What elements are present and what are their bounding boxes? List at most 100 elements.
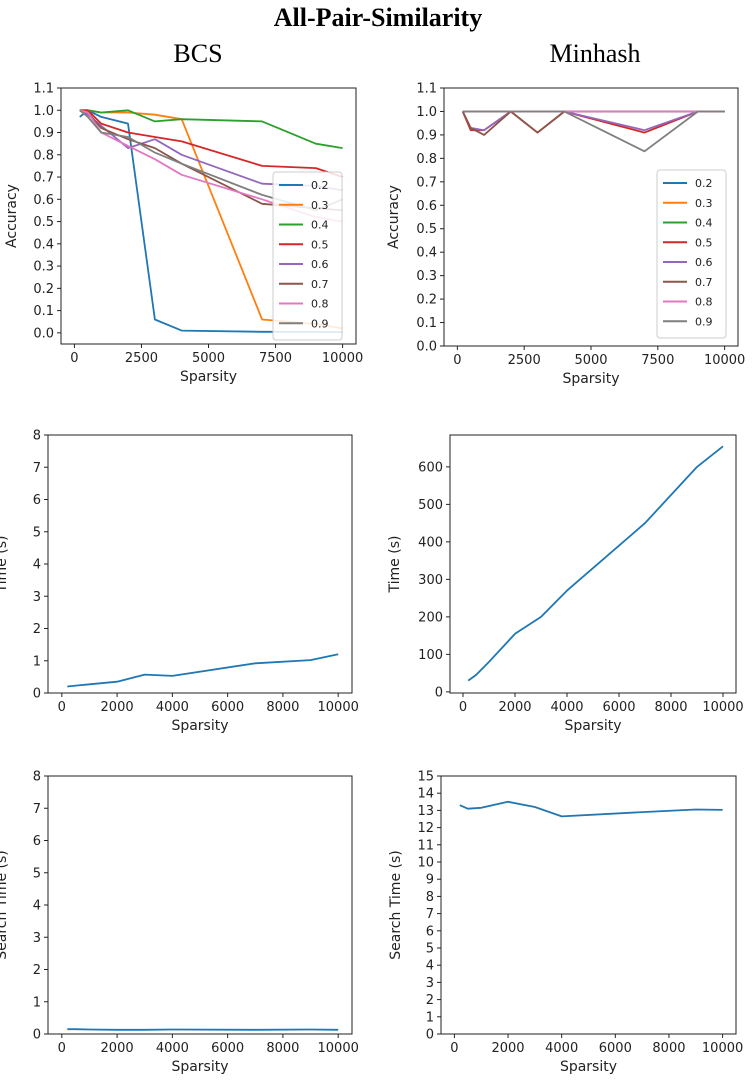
chart-bcs-accuracy: 0 2500 5000 7500 100000.00.10.20.30.40.50.60… [4, 82, 363, 386]
y-tick-label: 1 [33, 995, 41, 1010]
y-tick-label: 4 [33, 558, 41, 573]
x-tick-label: 2000 [498, 700, 531, 715]
y-tick-label: 0.3 [33, 260, 54, 275]
y-tick-label: 0 [33, 687, 41, 702]
y-tick-label: 0.7 [33, 171, 54, 186]
legend-label: 0.2 [311, 179, 329, 192]
legend-label: 0.8 [311, 298, 329, 311]
series-line-search-time [67, 1028, 339, 1031]
y-tick-label: 5 [426, 942, 434, 957]
y-tick-label: 0.6 [33, 193, 54, 208]
x-tick-label: 0 [459, 700, 467, 715]
x-tick-label: 2500 [508, 353, 541, 368]
x-tick-label: 7500 [641, 353, 674, 368]
chart-minhash-accuracy: 0 2500 5000 7500 100000.00.10.20.30.40.50.60… [386, 82, 745, 388]
x-tick-label: 5000 [574, 353, 607, 368]
x-axis-label: Sparsity [560, 1059, 617, 1075]
y-tick-label: 11 [417, 838, 434, 853]
y-tick-label: 6 [33, 493, 41, 508]
y-tick-label: 0 [33, 1028, 41, 1043]
y-tick-label: 200 [418, 610, 443, 625]
y-tick-label: 3 [426, 976, 434, 991]
y-tick-label: 0.0 [33, 326, 54, 341]
y-tick-label: 400 [418, 535, 443, 550]
y-tick-label: 4 [426, 959, 434, 974]
series-line-0-5 [461, 110, 725, 134]
y-tick-label: 2 [426, 993, 434, 1008]
x-tick-label: 0 [58, 1041, 66, 1056]
y-tick-label: 5 [33, 866, 41, 881]
legend-box [272, 171, 343, 341]
x-tick-label: 2000 [101, 700, 134, 715]
y-tick-label: 6 [426, 924, 434, 939]
y-tick-label: 13 [417, 804, 434, 819]
x-tick-label: 10000 [704, 353, 745, 368]
x-tick-label: 2500 [125, 351, 158, 366]
y-tick-label: 4 [33, 899, 41, 914]
y-tick-label: 100 [418, 648, 443, 663]
y-tick-label: 0.4 [416, 246, 437, 261]
legend: 0.2 0.3 0.4 0.5 0.6 0.7 0.8 0.9 [272, 171, 343, 341]
legend: 0.2 0.3 0.4 0.5 0.6 0.7 0.8 0.9 [656, 169, 727, 339]
x-axis-label: Sparsity [171, 1059, 228, 1075]
series-line-0-5 [79, 109, 343, 178]
y-axis-label: Time (s) [387, 536, 403, 594]
series-line-0-4 [79, 109, 343, 149]
y-tick-label: 2 [33, 963, 41, 978]
y-axis-label: Accuracy [386, 185, 402, 249]
y-tick-label: 0.0 [416, 340, 437, 355]
series-line-search-time [459, 800, 723, 818]
legend-label: 0.9 [695, 315, 713, 328]
legend-label: 0.7 [695, 276, 713, 289]
x-tick-label: 7500 [259, 351, 292, 366]
y-tick-label: 0.5 [416, 222, 437, 237]
y-tick-label: 12 [417, 821, 434, 836]
x-tick-label: 10000 [318, 1041, 359, 1056]
y-tick-label: 1 [33, 654, 41, 669]
chart-minhash-time: 0 2000 4000 6000 8000 10000 0 100 200 300 400 500 60… [387, 434, 744, 734]
x-tick-label: 5000 [192, 351, 225, 366]
x-axis-label: Sparsity [562, 371, 619, 387]
y-tick-label: 3 [33, 590, 41, 605]
legend-label: 0.5 [695, 236, 713, 249]
figure-title: All-Pair-Similarity [274, 3, 482, 32]
y-tick-label: 0.1 [33, 304, 54, 319]
y-tick-label: 0.4 [33, 237, 54, 252]
x-tick-label: 4000 [550, 700, 583, 715]
plot-frame [449, 434, 737, 694]
y-tick-label: 0.2 [33, 282, 54, 297]
y-tick-label: 1.1 [416, 82, 437, 97]
y-tick-label: 7 [33, 461, 41, 476]
x-tick-label: 4000 [545, 1041, 578, 1056]
x-tick-label: 8000 [654, 700, 687, 715]
x-tick-label: 6000 [211, 700, 244, 715]
x-axis-label: Sparsity [171, 718, 228, 734]
legend-label: 0.4 [695, 217, 713, 230]
y-tick-label: 3 [33, 931, 41, 946]
legend-label: 0.7 [311, 278, 329, 291]
y-tick-label: 500 [418, 498, 443, 513]
column-title-bcs: BCS [173, 39, 222, 68]
legend-box [656, 169, 727, 339]
chart-panels: 0 2500 5000 7500 100000.00.10.20.30.40.50.60… [0, 82, 745, 1076]
y-tick-label: 0.7 [416, 175, 437, 190]
x-tick-label: 2000 [101, 1041, 134, 1056]
legend-label: 0.5 [311, 238, 329, 251]
plot-frame [440, 775, 737, 1035]
y-tick-label: 15 [417, 770, 434, 785]
plot-frame [47, 434, 353, 694]
chart-bcs-time: 0 2000 4000 6000 8000 10000 0 1 2 3 4 5 6 7 8 Sparsity T… [0, 429, 359, 735]
y-tick-label: 14 [417, 787, 434, 802]
y-tick-label: 0.6 [416, 199, 437, 214]
y-tick-label: 8 [33, 429, 41, 444]
y-tick-label: 300 [418, 573, 443, 588]
y-tick-label: 0.8 [416, 152, 437, 167]
x-tick-label: 2000 [491, 1041, 524, 1056]
x-tick-label: 10000 [702, 1041, 743, 1056]
y-tick-label: 9 [426, 873, 434, 888]
legend-label: 0.3 [311, 199, 329, 212]
y-tick-label: 8 [426, 890, 434, 905]
plot-frame [47, 775, 353, 1035]
x-axis-label: Sparsity [564, 718, 621, 734]
series-line-time [467, 445, 724, 682]
